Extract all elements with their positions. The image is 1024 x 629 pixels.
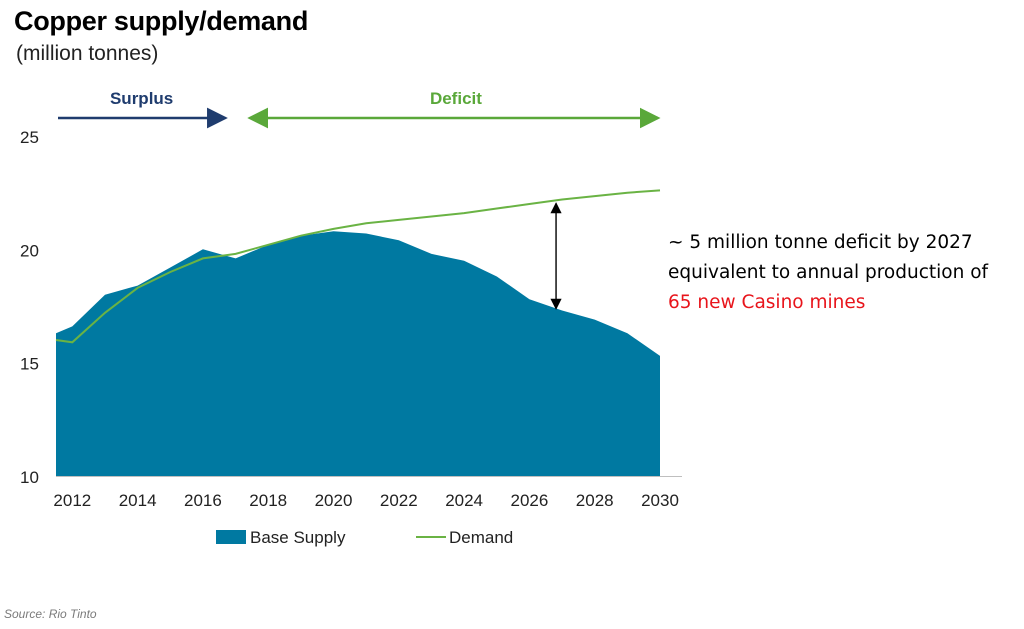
chart-subtitle: (million tonnes)	[16, 42, 159, 65]
y-tick-label-15: 15	[20, 355, 39, 374]
deficit-label: Deficit	[430, 89, 482, 108]
x-tick-label-2020: 2020	[315, 491, 353, 510]
base-supply-area	[56, 231, 660, 476]
x-tick-label-2016: 2016	[184, 491, 222, 510]
x-tick-label-2024: 2024	[445, 491, 483, 510]
x-tick-label-2028: 2028	[576, 491, 614, 510]
deficit-note-line-2: equivalent to annual production of	[668, 262, 989, 283]
x-tick-label-2018: 2018	[249, 491, 287, 510]
legend-supply-label: Base Supply	[250, 528, 346, 547]
x-tick-label-2012: 2012	[53, 491, 91, 510]
surplus-label: Surplus	[110, 89, 173, 108]
deficit-note: ~ 5 million tonne deficit by 2027 equiva…	[668, 228, 988, 318]
chart-title: Copper supply/demand	[14, 6, 309, 36]
x-tick-label-2022: 2022	[380, 491, 418, 510]
y-tick-label-20: 20	[20, 241, 39, 260]
x-tick-label-2030: 2030	[641, 491, 679, 510]
demand-line	[55, 189, 661, 344]
deficit-note-line-1: ~ 5 million tonne deficit by 2027	[668, 232, 973, 253]
y-tick-label-25: 25	[20, 128, 39, 147]
x-tick-label-2026: 2026	[510, 491, 548, 510]
deficit-note-line-3: 65 new Casino mines	[668, 292, 866, 313]
x-tick-label-2014: 2014	[119, 491, 157, 510]
source-note: Source: Rio Tinto	[4, 607, 97, 621]
legend-supply-swatch	[216, 530, 246, 544]
y-tick-label-10: 10	[20, 468, 39, 487]
legend-demand-label: Demand	[449, 528, 513, 547]
